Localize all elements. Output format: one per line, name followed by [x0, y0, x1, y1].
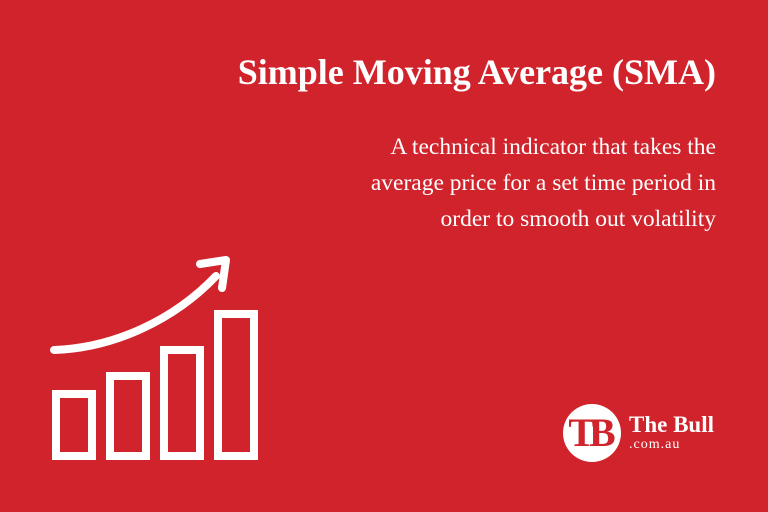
growth-bar [214, 310, 258, 460]
the-bull-logo-icon: TB [563, 404, 621, 462]
growth-arrow-curve [50, 272, 220, 354]
bar-chart-growth-icon [50, 256, 258, 460]
page-title: Simple Moving Average (SMA) [237, 52, 716, 92]
logo-name: The Bull [629, 412, 715, 437]
description-line: average price for a set time period in [370, 170, 716, 196]
description-line: A technical indicator that takes the [390, 134, 716, 160]
growth-arrow-head [196, 256, 230, 292]
the-bull-logo[interactable]: TB The Bull .com.au [563, 404, 731, 464]
growth-bar [52, 390, 96, 460]
growth-bar [160, 346, 204, 460]
growth-bar [106, 372, 150, 460]
description: A technical indicator that takes the ave… [276, 129, 716, 237]
description-line: order to smooth out volatility [440, 206, 716, 232]
logo-monogram: TB [568, 410, 615, 455]
logo-domain: .com.au [629, 437, 681, 452]
